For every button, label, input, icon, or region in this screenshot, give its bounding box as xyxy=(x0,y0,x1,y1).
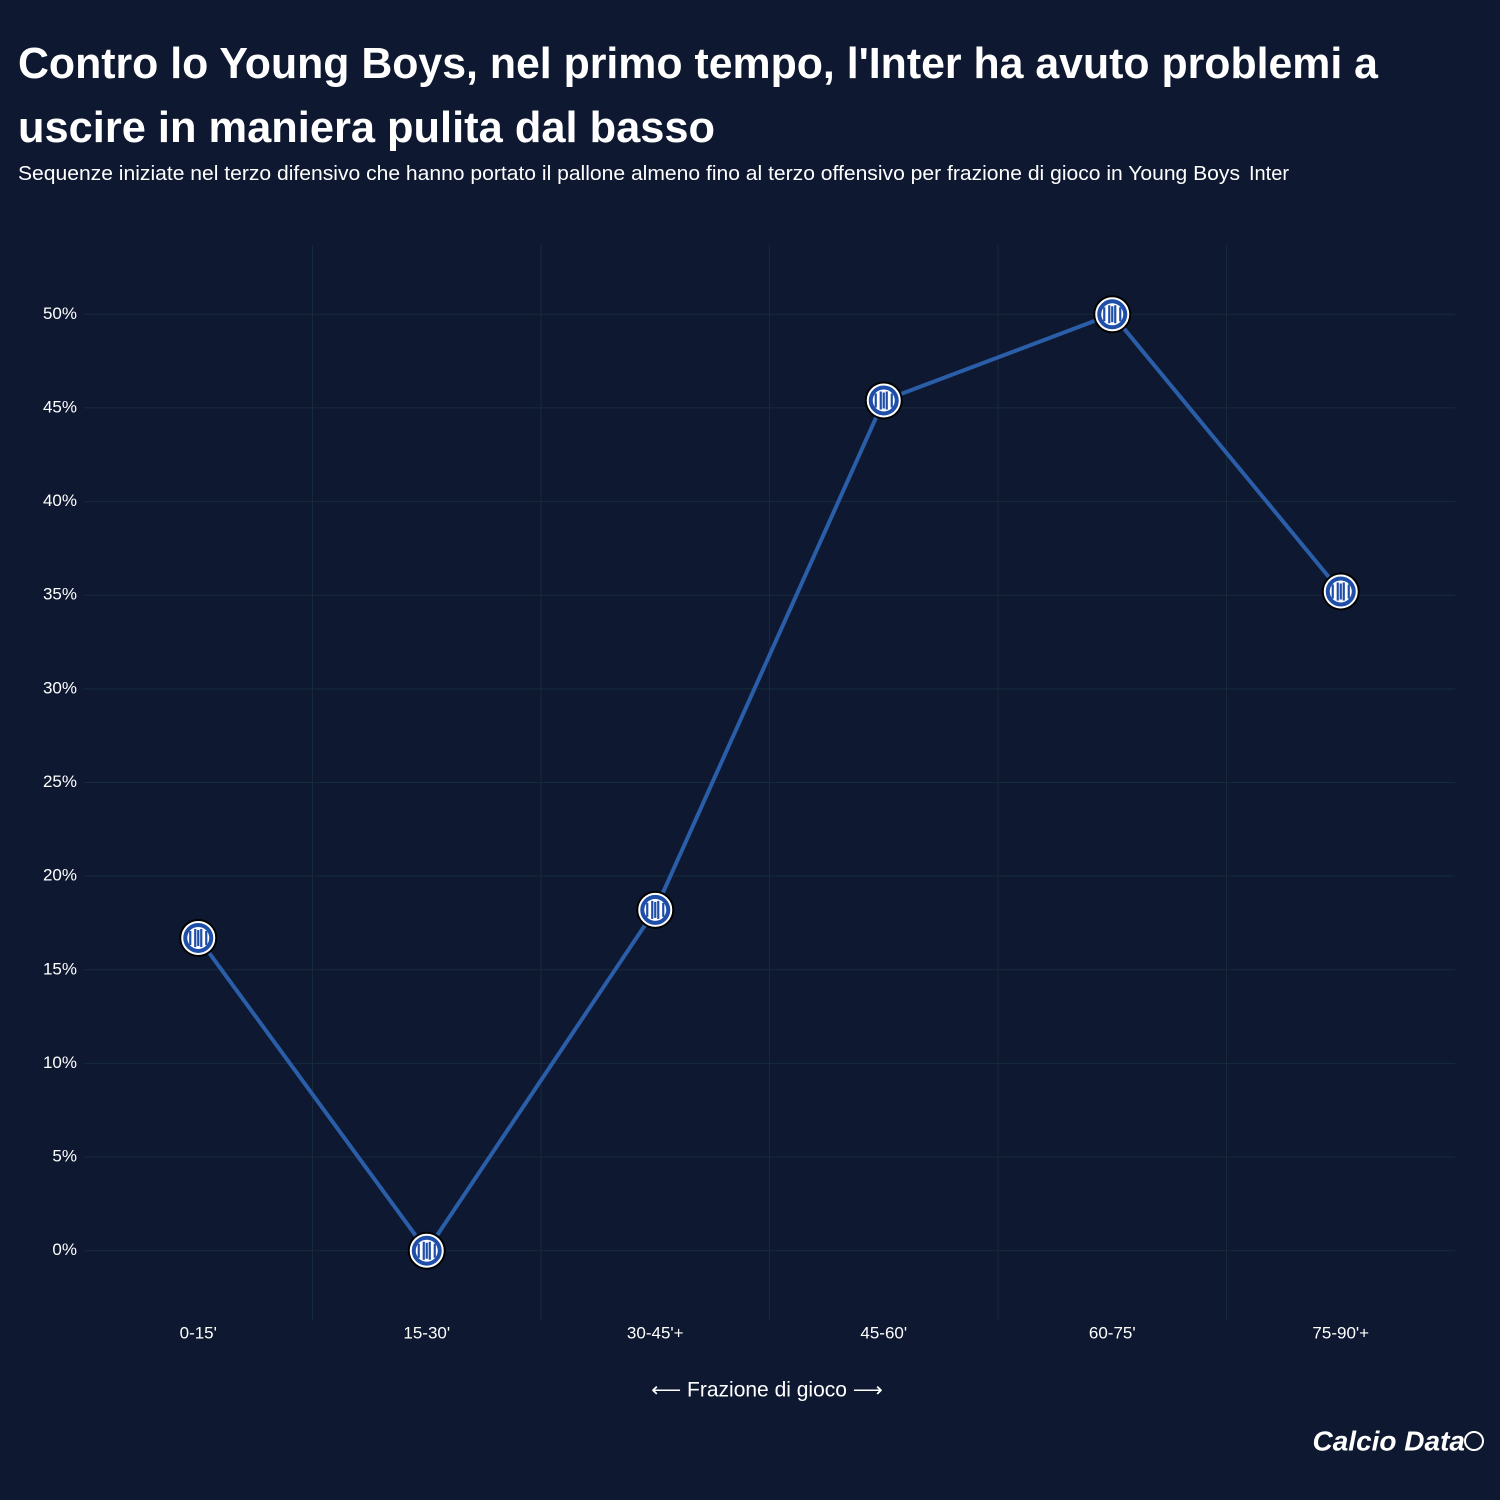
marker-logo xyxy=(1331,582,1350,601)
x-axis-label: ⟵ Frazione di gioco ⟶ xyxy=(651,1379,883,1402)
subtitle: Sequenze iniziate nel terzo difensivo ch… xyxy=(18,163,1240,185)
brand: Calcio Data xyxy=(1313,1425,1466,1456)
brand-icon xyxy=(1464,1431,1484,1451)
y-tick-label: 50% xyxy=(43,304,77,323)
y-tick-label: 25% xyxy=(43,772,77,791)
x-tick-label: 60-75' xyxy=(1089,1323,1136,1342)
point-marker xyxy=(1093,295,1132,334)
chart-title: uscire in maniera pulita dal basso xyxy=(18,103,715,152)
y-tick-label: 30% xyxy=(43,678,77,697)
x-tick-label: 75-90'+ xyxy=(1312,1323,1369,1342)
marker-logo xyxy=(189,928,208,947)
legend-entry: Inter xyxy=(1249,163,1289,185)
y-tick-label: 20% xyxy=(43,866,77,885)
line xyxy=(196,311,1343,1255)
marker-logo xyxy=(1103,305,1122,324)
marker-logo xyxy=(646,900,665,919)
y-tick-label: 15% xyxy=(43,959,77,978)
point-marker xyxy=(407,1231,446,1270)
point-marker xyxy=(636,890,675,929)
x-tick-label: 0-15' xyxy=(180,1323,217,1342)
y-tick-label: 10% xyxy=(43,1053,77,1072)
y-tick-label: 0% xyxy=(52,1240,77,1259)
y-tick-label: 5% xyxy=(52,1147,77,1166)
point-marker xyxy=(1321,572,1360,611)
chart-title: Contro lo Young Boys, nel primo tempo, l… xyxy=(18,39,1379,88)
x-tick-label: 45-60' xyxy=(860,1323,907,1342)
marker-logo xyxy=(417,1241,436,1260)
point-marker xyxy=(864,381,903,420)
marker-logo xyxy=(874,391,893,410)
point-marker xyxy=(179,918,218,957)
x-tick-label: 15-30' xyxy=(403,1323,450,1342)
y-tick-label: 45% xyxy=(43,397,77,416)
x-tick-label: 30-45'+ xyxy=(627,1323,684,1342)
y-tick-label: 35% xyxy=(43,585,77,604)
y-tick-label: 40% xyxy=(43,491,77,510)
